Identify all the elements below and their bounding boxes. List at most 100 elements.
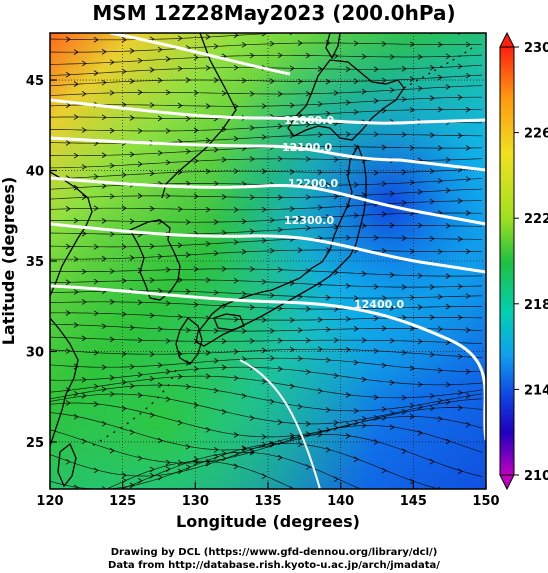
wind-arrow xyxy=(109,90,115,96)
wind-arrow xyxy=(205,206,211,213)
wind-arrow xyxy=(233,207,239,213)
wind-arrow xyxy=(277,366,283,372)
wind-arrow xyxy=(129,383,135,389)
wind-arrow xyxy=(73,184,79,191)
credits: Drawing by DCL (https://www.gfd-dennou.o… xyxy=(0,546,548,572)
wind-arrow xyxy=(409,41,415,48)
wind-arrow xyxy=(177,35,183,42)
wind-arrow xyxy=(101,114,107,121)
wind-arrow xyxy=(73,289,79,295)
wind-arrow xyxy=(409,179,415,186)
wind-arrow xyxy=(277,226,283,233)
wind-arrow xyxy=(73,114,79,120)
wind-arrow xyxy=(213,357,219,364)
wind-arrow xyxy=(73,49,79,55)
wind-arrow xyxy=(81,392,87,399)
wind-arrow xyxy=(205,373,211,380)
y-tick-label: 25 xyxy=(26,436,44,451)
wind-arrow xyxy=(157,77,163,84)
wind-arrow xyxy=(277,123,283,130)
wind-arrow xyxy=(93,205,99,212)
wind-arrow xyxy=(205,103,211,109)
wind-arrow xyxy=(121,351,127,357)
wind-arrow xyxy=(149,205,155,212)
wind-arrow xyxy=(137,128,143,134)
wind-arrow xyxy=(465,72,471,79)
contour-12000 xyxy=(50,98,486,125)
wind-arrow xyxy=(149,412,155,418)
wind-arrow xyxy=(157,437,163,444)
wind-arrow xyxy=(65,36,71,43)
wind-arrow xyxy=(429,314,435,321)
wind-arrow xyxy=(401,394,407,401)
wind-arrow xyxy=(269,398,275,405)
wind-arrow xyxy=(249,125,255,131)
wind-arrow xyxy=(353,419,359,426)
contour-12200 xyxy=(50,176,486,226)
map-field: 12000.0 12100.0 12200.0 12300.0 12400.0 xyxy=(50,33,486,522)
streamline xyxy=(50,336,483,344)
wind-arrow xyxy=(417,430,423,436)
wind-arrow xyxy=(325,78,331,85)
wind-arrow xyxy=(137,299,143,306)
wind-arrow xyxy=(185,383,191,390)
wind-arrow xyxy=(81,194,87,201)
wind-arrow xyxy=(353,295,359,301)
contour-northwest xyxy=(109,33,291,76)
wind-arrow xyxy=(137,57,143,64)
wind-arrow xyxy=(73,413,79,420)
wind-arrow xyxy=(277,266,283,273)
wind-arrow xyxy=(297,247,303,253)
wind-arrow xyxy=(437,145,443,151)
wind-arrow xyxy=(402,517,406,522)
wind-arrow xyxy=(121,36,127,43)
wind-arrow xyxy=(297,441,303,448)
coast-taiwan xyxy=(57,442,77,488)
wind-arrow xyxy=(193,89,199,96)
wind-arrow xyxy=(429,458,435,465)
wind-arrow xyxy=(193,366,199,372)
wind-arrow xyxy=(81,268,87,275)
wind-arrow xyxy=(149,102,155,108)
wind-arrow xyxy=(417,272,423,279)
coast-japan-honshu xyxy=(195,144,367,347)
wind-arrow xyxy=(465,41,471,48)
wind-arrow xyxy=(345,169,351,176)
wind-arrow xyxy=(401,314,407,321)
wind-arrow xyxy=(373,283,379,290)
wind-arrow xyxy=(241,218,247,225)
wind-arrow xyxy=(241,248,247,255)
wind-arrow xyxy=(289,65,295,72)
wind-arrow xyxy=(185,77,191,83)
wind-arrow xyxy=(149,312,155,319)
wind-arrow xyxy=(101,152,107,159)
wind-arrow xyxy=(429,235,435,242)
wind-arrow xyxy=(317,316,323,323)
wind-arrow xyxy=(401,65,407,72)
wind-arrow xyxy=(373,348,379,354)
contour-label-12100: 12100.0 xyxy=(282,141,332,154)
wind-arrow xyxy=(221,266,227,272)
wind-arrow xyxy=(101,386,107,392)
wind-arrow xyxy=(401,131,407,138)
wind-arrow xyxy=(465,392,471,399)
wind-arrow xyxy=(353,181,359,188)
streamline xyxy=(50,54,483,65)
wind-arrow xyxy=(177,102,183,109)
wind-arrow xyxy=(269,78,275,84)
wind-arrow xyxy=(361,53,367,60)
x-tick-label: 145 xyxy=(400,494,427,509)
wind-arrow xyxy=(109,231,115,237)
wind-arrow xyxy=(177,459,183,466)
streamline xyxy=(50,224,483,235)
wind-arrow xyxy=(165,300,171,307)
wind-arrow xyxy=(94,490,98,495)
wind-arrow xyxy=(109,127,115,134)
x-tick-label: 135 xyxy=(254,494,281,509)
colorbar-bottom-arrow xyxy=(499,474,515,491)
wind-arrow xyxy=(185,252,191,258)
wind-arrow xyxy=(429,198,435,205)
coast-ryukyu-chain xyxy=(91,369,177,447)
wind-arrow xyxy=(137,89,143,96)
wind-arrow xyxy=(101,218,107,224)
